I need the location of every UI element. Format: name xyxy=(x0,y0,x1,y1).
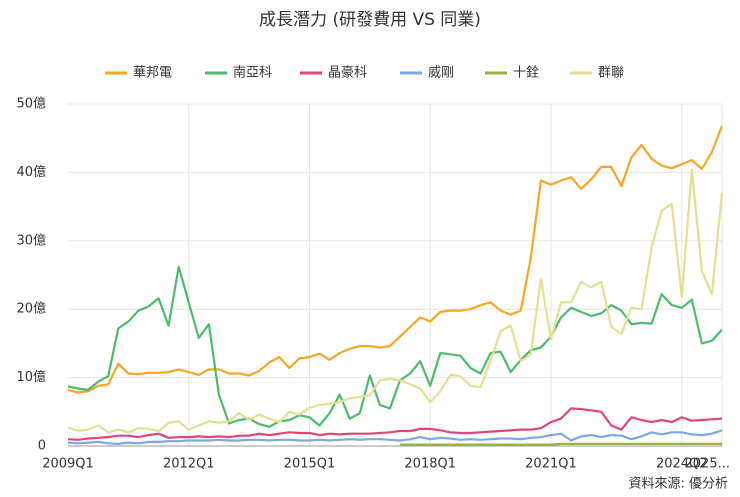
y-tick-label: 50億 xyxy=(16,96,46,112)
x-tick-label: 2015Q1 xyxy=(284,457,336,472)
series-line xyxy=(67,265,723,428)
source-note: 資料來源: 優分析 xyxy=(628,477,728,492)
series-line xyxy=(67,125,724,394)
legend-label: 群聯 xyxy=(598,66,624,81)
chart-title: 成長潛力 (研發費用 VS 同業) xyxy=(259,10,481,30)
legend-label: 威剛 xyxy=(428,66,454,81)
x-tick-label: 2009Q1 xyxy=(42,457,94,472)
series-line xyxy=(67,429,723,445)
y-tick-label: 20億 xyxy=(16,301,46,317)
series-line xyxy=(67,168,724,434)
x-tick-label: 2021Q1 xyxy=(525,457,577,472)
legend-label: 晶豪科 xyxy=(328,65,367,81)
x-tick-label: 2024Q2 xyxy=(656,457,708,472)
legend-label: 華邦電 xyxy=(133,66,172,81)
legend-label: 南亞科 xyxy=(233,65,272,81)
y-tick-label: 30億 xyxy=(16,232,46,248)
x-tick-label: 2018Q1 xyxy=(404,457,456,472)
y-tick-label: 40億 xyxy=(16,164,46,180)
y-tick-label: 0 xyxy=(38,439,46,454)
x-tick-label: 2012Q1 xyxy=(163,457,215,472)
x-tick-label: 2025... xyxy=(685,457,730,472)
y-tick-label: 10億 xyxy=(16,369,46,385)
series-line xyxy=(400,442,722,446)
legend-label: 十銓 xyxy=(513,66,539,81)
series-line xyxy=(67,407,723,441)
